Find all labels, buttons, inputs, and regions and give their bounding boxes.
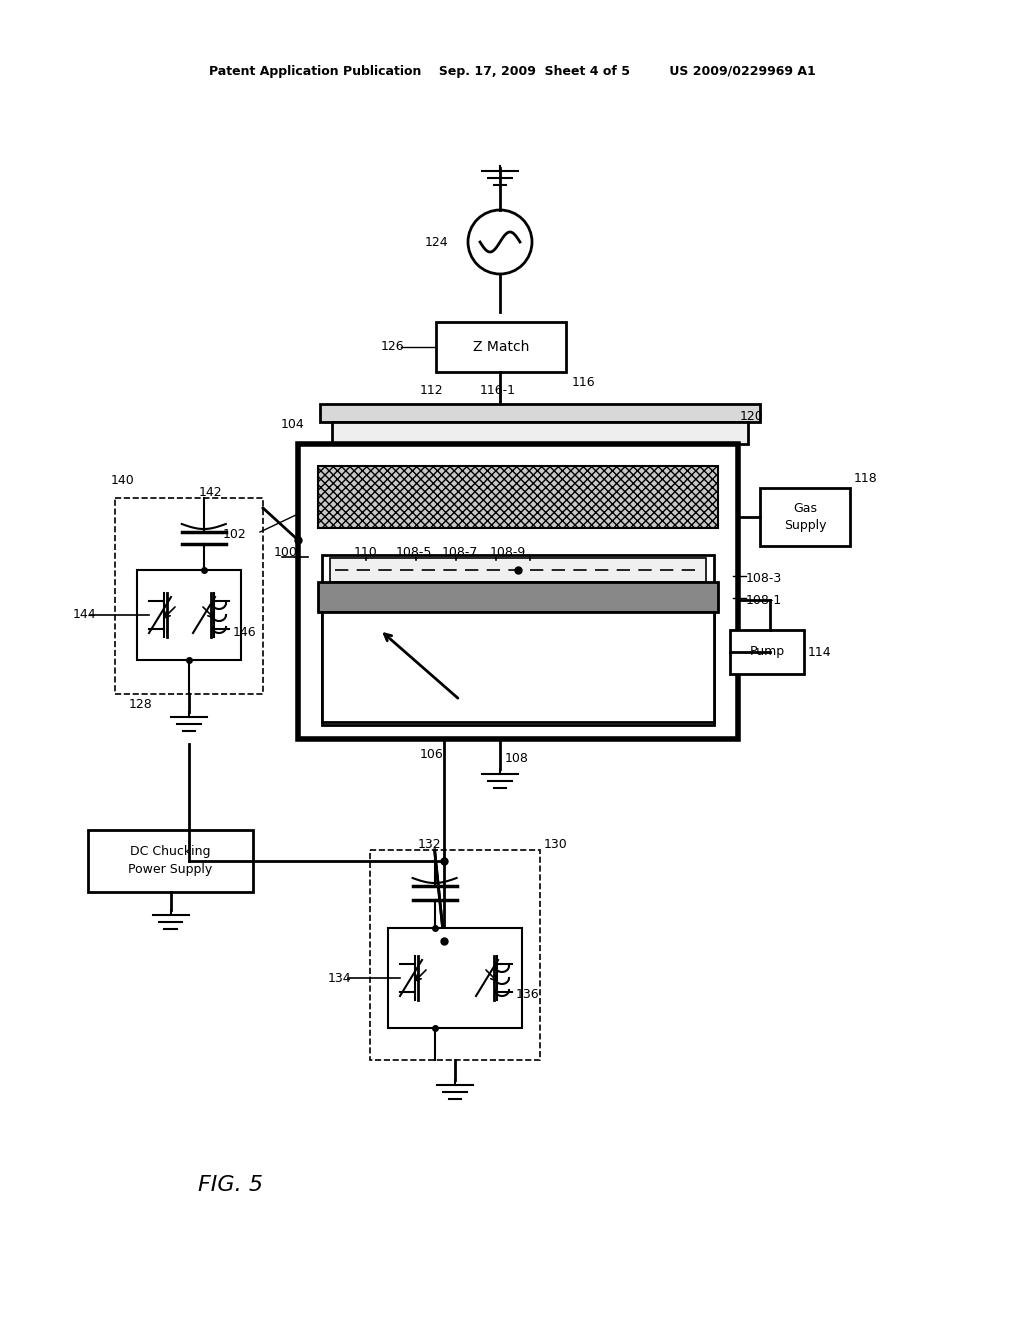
Text: 116-1: 116-1 <box>480 384 516 396</box>
Bar <box>88 830 253 892</box>
Text: 146: 146 <box>233 627 257 639</box>
Bar <box>137 570 241 660</box>
Text: 128: 128 <box>129 697 153 710</box>
Text: 126: 126 <box>381 341 404 354</box>
Bar <box>319 404 760 422</box>
Bar <box>330 558 706 582</box>
Bar <box>322 554 714 725</box>
Text: 118: 118 <box>854 471 878 484</box>
Text: 108-3: 108-3 <box>746 572 782 585</box>
Bar <box>388 928 522 1028</box>
Text: 108-7: 108-7 <box>442 546 478 560</box>
Text: 100: 100 <box>274 546 298 560</box>
Text: 108: 108 <box>505 752 528 766</box>
Bar <box>322 612 714 722</box>
Text: 134: 134 <box>328 972 351 985</box>
Text: 116: 116 <box>572 375 596 388</box>
Bar <box>298 444 738 739</box>
Text: 120: 120 <box>740 409 764 422</box>
Text: 108-1: 108-1 <box>746 594 782 606</box>
Text: 142: 142 <box>199 487 222 499</box>
Bar <box>332 422 748 444</box>
Text: 102: 102 <box>222 528 246 540</box>
Text: 132: 132 <box>418 838 441 851</box>
Text: 130: 130 <box>544 838 567 851</box>
Text: Z Match: Z Match <box>473 341 529 354</box>
Text: 140: 140 <box>111 474 135 487</box>
Bar <box>318 466 718 528</box>
Text: DC Chucking: DC Chucking <box>130 845 211 858</box>
Text: 106: 106 <box>420 747 443 760</box>
Text: 144: 144 <box>73 609 96 622</box>
Text: FIG. 5: FIG. 5 <box>198 1175 262 1195</box>
Text: 108-5: 108-5 <box>396 546 432 560</box>
Bar <box>370 850 540 1060</box>
Text: Supply: Supply <box>783 519 826 532</box>
Bar <box>318 582 718 612</box>
Text: 114: 114 <box>808 645 831 659</box>
Text: 108-9: 108-9 <box>490 546 526 560</box>
Text: 104: 104 <box>281 417 304 430</box>
Text: 136: 136 <box>516 987 540 1001</box>
Text: Pump: Pump <box>750 645 784 659</box>
Text: Patent Application Publication    Sep. 17, 2009  Sheet 4 of 5         US 2009/02: Patent Application Publication Sep. 17, … <box>209 66 815 78</box>
Text: 112: 112 <box>420 384 443 396</box>
Text: 124: 124 <box>425 235 449 248</box>
Bar <box>115 498 263 694</box>
Text: Power Supply: Power Supply <box>128 862 213 875</box>
Bar <box>760 488 850 546</box>
Text: Gas: Gas <box>793 503 817 516</box>
Text: 110: 110 <box>354 546 378 560</box>
Bar <box>436 322 566 372</box>
Bar <box>318 466 718 528</box>
Bar <box>730 630 804 675</box>
